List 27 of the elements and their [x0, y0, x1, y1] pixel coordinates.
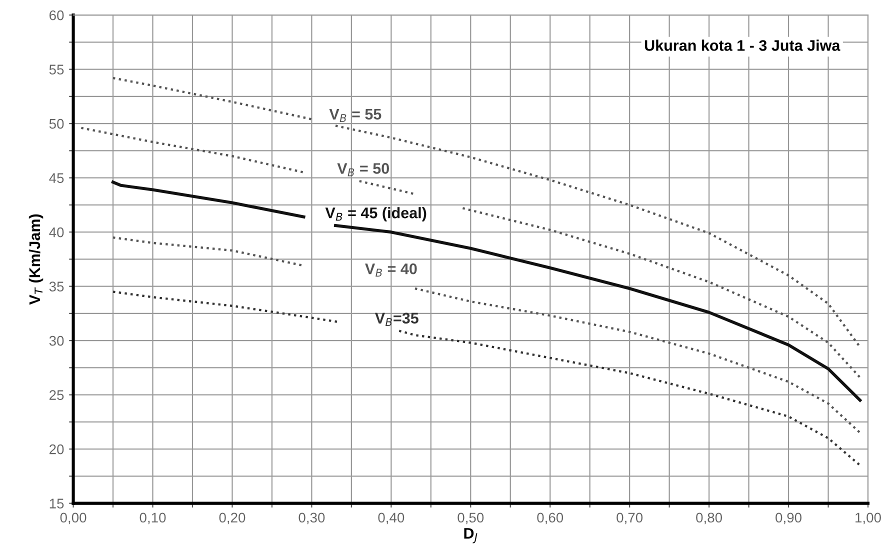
- y-tick-label: 55: [49, 64, 64, 74]
- y-tick-label: 30: [49, 336, 64, 346]
- series-label: V$_{B}$=35: [374, 312, 418, 326]
- x-axis-title: D$_{J}$: [464, 528, 478, 544]
- y-tick-label: 45: [49, 173, 64, 183]
- y-tick-label: 50: [49, 118, 64, 129]
- y-tick-label: 25: [50, 390, 64, 400]
- y-tick-label: 60: [50, 10, 64, 20]
- y-tick-label: 20: [50, 444, 64, 454]
- x-tick-label: 1,00: [856, 512, 881, 524]
- x-tick-label: 0,90: [776, 512, 802, 524]
- x-tick-label: 0,00: [60, 512, 86, 524]
- y-tick-label: 40: [49, 227, 64, 238]
- x-tick-label: 0,50: [458, 512, 484, 524]
- x-tick-label: 0,20: [219, 512, 246, 524]
- x-tick-label: 0,70: [616, 512, 643, 524]
- x-tick-label: 0,80: [696, 512, 722, 524]
- text: Ukuran kota 1 - 3 Juta Jiwa: [644, 40, 840, 51]
- x-tick-label: 0,10: [140, 512, 166, 524]
- y-axis-title: V$_{T}$ (Km/Jam): [28, 214, 44, 305]
- y-tick-label: 35: [49, 282, 64, 292]
- series-label: V$_{B}$ = 55: [329, 108, 382, 122]
- y-tick-label: 15: [50, 498, 64, 508]
- x-tick-label: 0,40: [378, 512, 404, 524]
- series-label: V$_{B}$ = 45 (ideal): [325, 207, 426, 222]
- x-tick-label: 0,60: [537, 512, 564, 524]
- x-tick-label: 0,30: [298, 512, 325, 524]
